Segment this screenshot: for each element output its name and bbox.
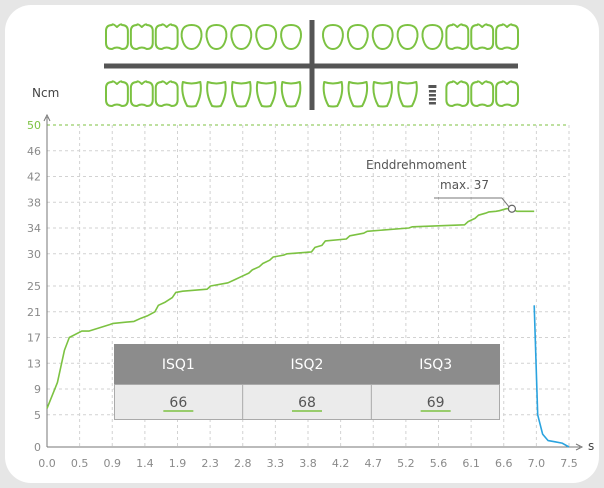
isq-header: ISQ3 xyxy=(419,357,452,373)
tooth-icon xyxy=(280,81,302,108)
x-axis-label: s xyxy=(588,439,594,453)
implant-icon xyxy=(428,102,436,105)
y-tick-label: 17 xyxy=(27,332,41,345)
x-tick-label: 2.3 xyxy=(201,457,219,470)
tooth-icon xyxy=(347,81,369,108)
torque-curve xyxy=(46,207,570,448)
tooth-icon xyxy=(129,80,154,107)
tooth-icon xyxy=(205,24,228,50)
x-tick-label: 6.1 xyxy=(462,457,480,470)
y-axis: 0 5 9 13 17 21 25 30 34 38 42 46 50 xyxy=(27,119,41,454)
tooth-icon xyxy=(206,81,227,108)
tooth-icon xyxy=(105,23,129,50)
x-tick-label: 3.8 xyxy=(299,457,317,470)
tooth-icon xyxy=(346,24,369,50)
tooth-icon xyxy=(371,24,394,50)
y-tick-label: 50 xyxy=(27,119,41,132)
y-tick-label: 13 xyxy=(27,357,41,370)
tooth-icon xyxy=(154,23,179,50)
x-tick-label: 4.2 xyxy=(332,457,350,470)
y-tick-label: 25 xyxy=(27,280,41,293)
y-tick-label: 21 xyxy=(27,306,41,319)
insertion-curve xyxy=(46,207,535,409)
isq-header: ISQ1 xyxy=(162,357,195,373)
tooth-icon xyxy=(105,80,129,107)
y-tick-label: 5 xyxy=(34,409,41,422)
isq-value-row xyxy=(114,384,500,420)
x-tick-label: 7.5 xyxy=(560,457,578,470)
tooth-icon xyxy=(255,81,277,108)
isq-header: ISQ2 xyxy=(291,357,324,373)
x-tick-label: 7.0 xyxy=(528,457,546,470)
x-tick-label: 0.0 xyxy=(38,457,56,470)
tooth-icon xyxy=(231,81,252,108)
isq-value-border xyxy=(114,384,500,420)
isq-value: 66 xyxy=(169,395,187,411)
tooth-icon xyxy=(372,81,393,108)
tooth-icon xyxy=(421,24,444,50)
isq-value: 68 xyxy=(298,395,316,411)
tooth-icon xyxy=(396,24,419,50)
x-tick-label: 1.9 xyxy=(169,457,187,470)
max-torque-annotation: Enddrehmoment max. 37 xyxy=(366,158,517,213)
tooth-icon xyxy=(129,23,154,50)
y-axis-arrow xyxy=(43,113,51,122)
isq-value: 69 xyxy=(427,395,445,411)
tooth-icon xyxy=(470,23,495,50)
tooth-icon xyxy=(255,24,278,50)
y-tick-label: 9 xyxy=(34,383,41,396)
tooth-icon xyxy=(397,81,418,108)
y-tick-label: 34 xyxy=(27,222,41,235)
tooth-icon xyxy=(154,80,179,107)
x-tick-label: 6.6 xyxy=(495,457,513,470)
annotation-leader-line xyxy=(434,197,510,208)
x-axis-arrow xyxy=(575,443,584,451)
y-tick-label: 38 xyxy=(27,196,41,209)
tooth-icon xyxy=(445,23,470,50)
tooth-icon xyxy=(280,24,302,50)
tooth-icon xyxy=(445,80,470,107)
tooth-icon xyxy=(495,23,519,50)
x-tick-label: 2.8 xyxy=(234,457,252,470)
tooth-icon xyxy=(181,81,202,108)
x-tick-label: 5.2 xyxy=(397,457,415,470)
tooth-icon xyxy=(322,24,344,50)
dental-chart xyxy=(104,20,519,110)
implant-icon xyxy=(428,94,436,97)
x-axis: 0.0 0.5 0.9 1.4 1.9 2.3 2.8 3.3 3.8 4.2 4.7 5.2 5.6 6… xyxy=(38,457,578,470)
tooth-icon xyxy=(230,24,253,50)
x-tick-label: 5.6 xyxy=(430,457,448,470)
tooth-icon xyxy=(322,81,344,108)
y-axis-label: Ncm xyxy=(32,86,59,100)
tooth-icon xyxy=(495,80,519,107)
tooth-icon xyxy=(180,24,203,50)
implant-icon xyxy=(428,85,437,88)
annotation-marker xyxy=(507,204,517,213)
implant-icon xyxy=(428,98,436,101)
x-tick-label: 3.3 xyxy=(267,457,285,470)
annotation-label: Enddrehmoment xyxy=(366,158,467,172)
annotation-value: max. 37 xyxy=(440,178,489,192)
y-tick-label: 42 xyxy=(27,171,41,184)
isq-table: ISQ1 66 ISQ2 68 ISQ3 69 xyxy=(114,344,500,420)
release-curve xyxy=(533,305,570,448)
implant-icon xyxy=(428,90,436,93)
tooth-icon xyxy=(470,80,495,107)
x-tick-label: 0.5 xyxy=(71,457,89,470)
x-tick-label: 4.7 xyxy=(365,457,383,470)
y-tick-label: 30 xyxy=(27,248,41,261)
isq-header-row xyxy=(114,344,500,384)
x-tick-label: 0.9 xyxy=(104,457,122,470)
y-tick-label: 0 xyxy=(34,441,41,454)
y-tick-label: 46 xyxy=(27,145,41,158)
x-tick-label: 1.4 xyxy=(136,457,154,470)
